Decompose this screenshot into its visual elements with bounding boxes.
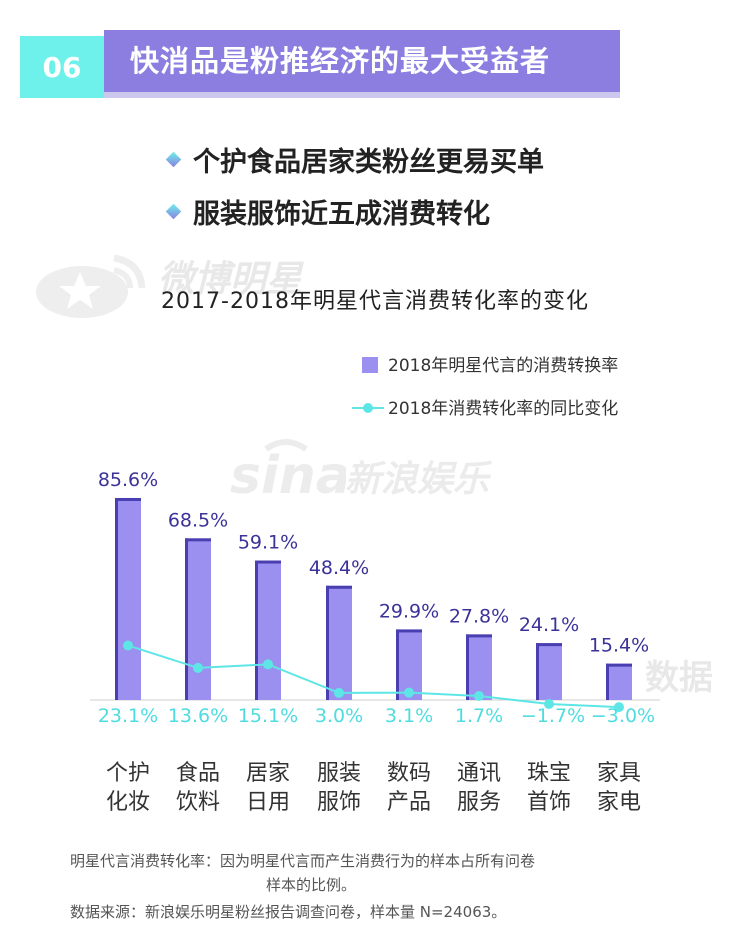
weibo-watermark-text: 微博明星 — [158, 259, 303, 300]
bar-top-edge — [466, 634, 492, 638]
legend-bar-swatch — [362, 357, 378, 373]
bar-value-label: 85.6% — [98, 469, 158, 491]
x-tick-label: 首饰 — [527, 790, 571, 815]
sina-watermark-text: 新浪娱乐 — [345, 459, 490, 500]
bar-top-edge — [326, 585, 352, 589]
definition-note-line1: 明星代言消费转化率：因为明星代言而产生消费行为的样本占所有问卷 — [70, 852, 536, 870]
x-tick-label: 家具 — [597, 761, 641, 786]
line-point — [123, 640, 133, 651]
section-number-badge: 06 — [20, 36, 104, 98]
legend-label-bars: 2018年明星代言的消费转换率 — [388, 356, 618, 376]
bar — [606, 663, 632, 700]
bar-value-label: 24.1% — [519, 614, 579, 636]
line-value-label: −3.0% — [591, 705, 655, 727]
line-value-label: −1.7% — [521, 705, 585, 727]
bar-left-edge — [115, 497, 118, 700]
legend-line-marker — [363, 403, 373, 413]
x-tick-label: 化妆 — [106, 790, 150, 815]
line-point — [263, 659, 273, 670]
banner-shadow — [104, 92, 620, 98]
line-value-label: 3.1% — [385, 705, 433, 727]
svg-text:sina: sina — [230, 446, 346, 505]
series-line — [127, 644, 620, 709]
bar-value-label: 59.1% — [238, 532, 298, 554]
x-tick-label: 家电 — [597, 790, 641, 815]
line-point — [614, 702, 624, 713]
bar-series: 85.6% 68.5% 59.1% 48.4% 29.9% 27.8% 24.1% 15.4% — [90, 469, 660, 701]
diamond-bullet-icon — [165, 203, 182, 220]
bar — [255, 560, 281, 700]
bar-left-edge — [255, 560, 258, 700]
banner-bar — [104, 30, 620, 92]
bar-top-edge — [185, 538, 211, 542]
bar-value-label: 27.8% — [449, 605, 509, 627]
bar-top-edge — [606, 663, 632, 667]
bar-value-label: 48.4% — [309, 557, 369, 579]
data-watermark-text: 数据 — [645, 658, 713, 698]
page-title: 快消品是粉推经济的最大受益者 — [130, 44, 551, 78]
bar-value-label: 68.5% — [168, 509, 228, 531]
bar-left-edge — [185, 538, 188, 700]
x-tick-label: 食品 — [176, 761, 220, 786]
chart-title: 2017-2018年明星代言消费转化率的变化 — [161, 289, 589, 314]
x-tick-label: 珠宝 — [527, 761, 571, 786]
x-tick-label: 服装 — [317, 761, 361, 786]
line-value-label: 23.1% — [98, 705, 158, 727]
bar — [466, 634, 492, 700]
x-tick-label: 产品 — [387, 790, 431, 815]
legend-label-line: 2018年消费转化率的同比变化 — [388, 399, 618, 419]
bar-left-edge — [396, 629, 399, 700]
x-tick-label: 通讯 — [457, 761, 501, 786]
x-tick-label: 个护 — [106, 761, 150, 786]
bar — [536, 643, 562, 700]
line-point — [334, 687, 344, 698]
line-point — [544, 699, 554, 710]
x-tick-label: 数码 — [387, 761, 431, 786]
bar — [115, 497, 141, 700]
line-point — [474, 690, 484, 701]
chart-legend: 2018年明星代言的消费转换率 2018年消费转化率的同比变化 — [352, 356, 618, 419]
bar-left-edge — [466, 634, 469, 700]
bar-top-edge — [396, 629, 422, 633]
weibo-logo-watermark — [30, 250, 150, 320]
sina-logo-watermark: sina — [226, 435, 351, 506]
bar-left-edge — [606, 663, 609, 700]
chart: 2018年明星代言的消费转换率 2018年消费转化率的同比变化 85.6% 68.5… — [90, 356, 660, 815]
bar-left-edge — [536, 643, 539, 700]
bar — [185, 538, 211, 700]
x-tick-label: 饮料 — [176, 790, 220, 815]
line-value-label: 15.1% — [238, 705, 298, 727]
bar-top-edge — [536, 643, 562, 647]
diamond-bullet-icon — [165, 151, 182, 168]
weibo-logo-icon — [36, 254, 146, 318]
bar-left-edge — [326, 585, 329, 700]
bar-value-label: 15.4% — [589, 635, 649, 657]
definition-note-line2: 样本的比例。 — [266, 876, 357, 894]
bar-top-edge — [255, 560, 281, 564]
bullet-item: 服装服饰近五成消费转化 — [165, 192, 490, 231]
bullet-text: 个护食品居家类粉丝更易买单 — [193, 147, 544, 178]
line-value-label: 13.6% — [168, 705, 228, 727]
bullet-text: 服装服饰近五成消费转化 — [193, 199, 490, 230]
source-note: 数据来源：新浪娱乐明星粉丝报告调查问卷，样本量 N=24063。 — [70, 903, 507, 921]
x-tick-label: 服务 — [457, 790, 501, 815]
x-tick-label: 居家 — [246, 761, 290, 786]
x-tick-label: 服饰 — [317, 790, 361, 815]
bar-top-edge — [115, 497, 141, 501]
line-point — [193, 662, 203, 673]
line-value-label: 3.0% — [315, 705, 363, 727]
bar — [326, 585, 352, 700]
x-tick-label: 日用 — [246, 790, 290, 815]
line-value-label: 1.7% — [455, 705, 503, 727]
bullet-item: 个护食品居家类粉丝更易买单 — [165, 140, 544, 179]
line-series: 23.1% 13.6% 15.1% 3.0% 3.1% 1.7% −1.7% −3.0% — [98, 640, 655, 727]
line-point — [404, 687, 414, 698]
sina-eye-icon: sina — [230, 439, 351, 506]
bar-value-label: 29.9% — [379, 600, 439, 622]
